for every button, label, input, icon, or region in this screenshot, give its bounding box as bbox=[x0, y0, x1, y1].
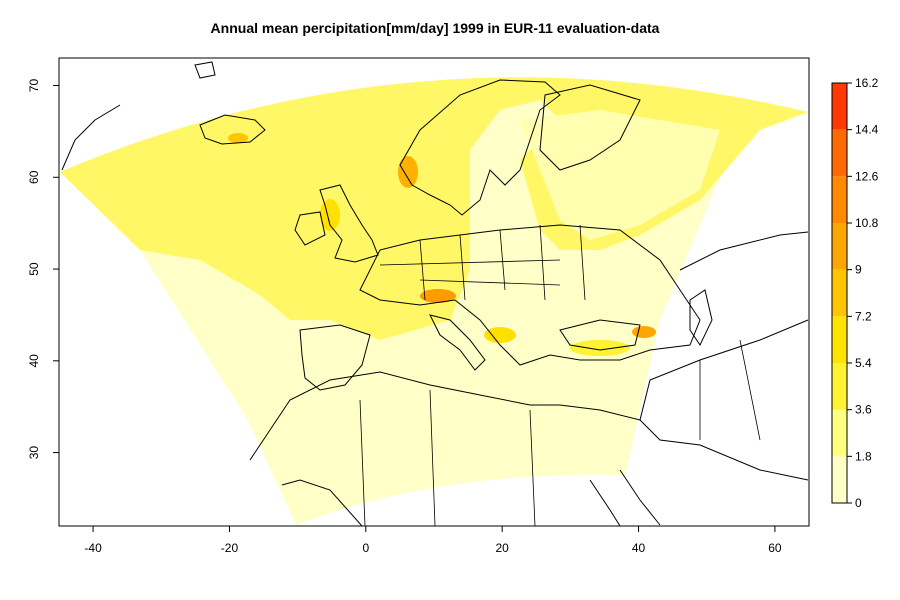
colorbar-label: 12.6 bbox=[855, 169, 879, 183]
border-3 bbox=[499, 229, 506, 291]
coast-finland bbox=[539, 84, 641, 171]
x-tick-label: -40 bbox=[84, 541, 102, 555]
x-tick-label: 60 bbox=[768, 541, 782, 555]
colorbar-label: 3.6 bbox=[855, 403, 872, 417]
x-tick-label: 0 bbox=[362, 541, 369, 555]
border-8 bbox=[359, 399, 366, 526]
colorbar-segment bbox=[832, 409, 847, 457]
y-tick-label: 50 bbox=[27, 262, 41, 276]
map-area bbox=[60, 61, 809, 526]
country-borders bbox=[61, 61, 809, 526]
border-12 bbox=[739, 339, 761, 441]
colorbar-label: 5.4 bbox=[855, 356, 872, 370]
colorbar-label: 14.4 bbox=[855, 123, 879, 137]
coast-middle-east bbox=[639, 319, 809, 421]
colorbar-segment bbox=[832, 316, 847, 363]
precip-high-iceland bbox=[228, 133, 248, 143]
colorbar: 0 1.8 3.6 5.4 7.2 9 10.8 12.6 14.4 16.2 bbox=[831, 76, 879, 510]
coast-greenland bbox=[61, 104, 121, 171]
chart-title: Annual mean percipitation[mm/day] 1999 i… bbox=[210, 20, 660, 36]
colorbar-label: 0 bbox=[855, 496, 862, 510]
precip-mid-adriatic bbox=[484, 327, 516, 343]
border-7 bbox=[419, 279, 561, 286]
colorbar-segment bbox=[832, 363, 847, 410]
border-5 bbox=[579, 224, 586, 301]
y-tick-label: 70 bbox=[27, 79, 41, 93]
colorbar-label: 1.8 bbox=[855, 449, 872, 463]
precip-mid-turkey bbox=[570, 340, 630, 356]
coast-svalbard bbox=[194, 61, 216, 79]
coast-mainland bbox=[359, 224, 701, 366]
domain-pale-patch bbox=[520, 110, 720, 240]
border-4 bbox=[539, 224, 546, 301]
coast-britain bbox=[319, 184, 379, 263]
colorbar-segment bbox=[832, 456, 847, 503]
colorbar-segment bbox=[832, 176, 847, 223]
precip-high-norway bbox=[398, 156, 418, 188]
y-axis: 30 40 50 60 70 bbox=[27, 79, 59, 460]
colorbar-label: 10.8 bbox=[855, 216, 879, 230]
colorbar-frame bbox=[831, 82, 848, 504]
colorbar-segment bbox=[832, 83, 847, 130]
coast-ireland bbox=[294, 211, 326, 246]
border-9 bbox=[429, 389, 436, 526]
coast-caspian bbox=[689, 289, 713, 347]
colorbar-segment bbox=[832, 129, 847, 177]
colorbar-segment bbox=[832, 223, 847, 270]
coast-italy bbox=[429, 314, 486, 371]
coast-red-sea bbox=[589, 479, 621, 526]
border-6 bbox=[379, 259, 561, 266]
coast-east bbox=[679, 231, 809, 271]
coast-iceland bbox=[199, 114, 266, 145]
coast-arabia bbox=[619, 469, 661, 526]
colorbar-label: 16.2 bbox=[855, 76, 879, 90]
colorbar-label: 9 bbox=[855, 263, 862, 277]
plot-frame bbox=[58, 57, 810, 527]
x-tick-label: 20 bbox=[496, 541, 510, 555]
inner-borders bbox=[359, 224, 761, 526]
coast-black-sea bbox=[559, 319, 641, 351]
x-axis: -40 -20 0 20 40 60 bbox=[84, 526, 782, 555]
colorbar-label: 7.2 bbox=[855, 309, 872, 323]
x-tick-label: 40 bbox=[632, 541, 646, 555]
coast-scandinavia bbox=[399, 79, 561, 216]
border-2 bbox=[459, 234, 466, 301]
coast-north-africa bbox=[249, 371, 809, 481]
precip-high-alps bbox=[420, 289, 456, 303]
border-1 bbox=[419, 239, 426, 301]
coast-iberia bbox=[299, 324, 371, 391]
x-tick-label: -20 bbox=[221, 541, 239, 555]
y-tick-label: 30 bbox=[27, 446, 41, 460]
precip-high-caucasus bbox=[632, 326, 656, 338]
coast-west-africa bbox=[281, 479, 363, 526]
y-tick-label: 40 bbox=[27, 354, 41, 368]
border-10 bbox=[529, 409, 536, 526]
colorbar-segment bbox=[832, 269, 847, 317]
y-tick-label: 60 bbox=[27, 170, 41, 184]
